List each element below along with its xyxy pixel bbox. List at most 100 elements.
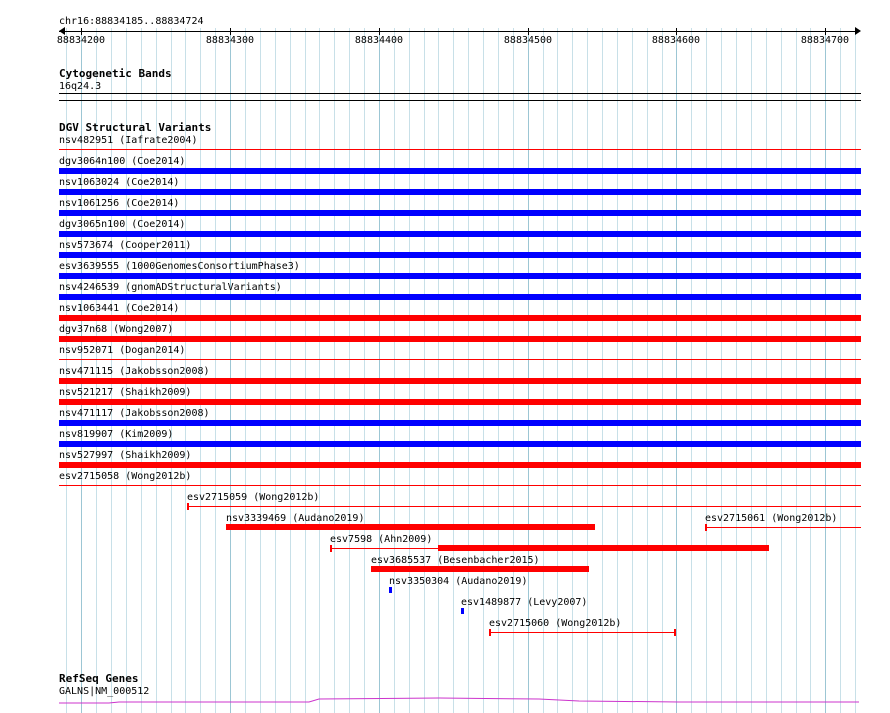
sv-label[interactable]: nsv3339469 (Audano2019) <box>226 513 365 524</box>
grid-line <box>751 28 752 713</box>
sv-feature-bar[interactable] <box>59 441 861 447</box>
grid-line <box>781 28 782 713</box>
sv-feature-bar[interactable] <box>59 399 861 405</box>
refseq-gene-feature[interactable] <box>59 693 862 705</box>
grid-line <box>528 28 529 713</box>
sv-feature-line[interactable] <box>489 632 676 633</box>
sv-label[interactable]: esv3685537 (Besenbacher2015) <box>371 555 540 566</box>
sv-label[interactable]: nsv482951 (Iafrate2004) <box>59 135 198 146</box>
ruler-tick <box>676 28 677 35</box>
grid-line <box>721 28 722 713</box>
sv-label[interactable]: esv7598 (Ahn2009) <box>330 534 433 545</box>
sv-label[interactable]: nsv4246539 (gnomADStructuralVariants) <box>59 282 282 293</box>
sv-label[interactable]: dgv3064n100 (Coe2014) <box>59 156 186 167</box>
sv-label[interactable]: nsv1063441 (Coe2014) <box>59 303 180 314</box>
ruler-right-arrow-icon[interactable] <box>855 27 861 35</box>
sv-label[interactable]: nsv952071 (Dogan2014) <box>59 345 186 356</box>
grid-line <box>379 28 380 713</box>
sv-feature-bar[interactable] <box>59 378 861 384</box>
ruler-tick-label: 88834500 <box>503 35 553 46</box>
sv-feature-bar[interactable] <box>226 524 595 530</box>
sv-label[interactable]: nsv1061256 (Coe2014) <box>59 198 180 209</box>
sv-feature-bar[interactable] <box>59 231 861 237</box>
sv-feature-line[interactable] <box>187 506 861 507</box>
sv-feature-bar[interactable] <box>59 315 861 321</box>
grid-line <box>587 28 588 713</box>
grid-line <box>840 28 841 713</box>
sv-feature-bar[interactable] <box>59 273 861 279</box>
grid-line <box>662 28 663 713</box>
ruler-axis <box>59 31 859 32</box>
grid-line <box>275 28 276 713</box>
sv-label[interactable]: nsv573674 (Cooper2011) <box>59 240 192 251</box>
sv-feature-bar[interactable] <box>59 336 861 342</box>
sv-label[interactable]: esv2715058 (Wong2012b) <box>59 471 192 482</box>
sv-feature-line[interactable] <box>59 359 861 360</box>
sv-label[interactable]: nsv527997 (Shaikh2009) <box>59 450 192 461</box>
sv-label[interactable]: esv1489877 (Levy2007) <box>461 597 588 608</box>
dgv-track-title[interactable]: DGV Structural Variants <box>59 121 212 134</box>
sv-label[interactable]: nsv471115 (Jakobsson2008) <box>59 366 210 377</box>
refseq-track-title[interactable]: RefSeq Genes <box>59 672 139 685</box>
sv-feature-bar[interactable] <box>59 462 861 468</box>
ruler-tick-label: 88834300 <box>205 35 255 46</box>
sv-label[interactable]: esv3639555 (1000GenomesConsortiumPhase3) <box>59 261 300 272</box>
sv-label[interactable]: dgv3065n100 (Coe2014) <box>59 219 186 230</box>
sv-label[interactable]: esv2715059 (Wong2012b) <box>187 492 320 503</box>
grid-line <box>647 28 648 713</box>
ruler-tick <box>825 28 826 35</box>
grid-line <box>81 28 82 713</box>
sv-label[interactable]: nsv3350304 (Audano2019) <box>389 576 528 587</box>
sv-label[interactable]: esv2715061 (Wong2012b) <box>705 513 838 524</box>
grid-line <box>498 28 499 713</box>
sv-label[interactable]: nsv471117 (Jakobsson2008) <box>59 408 210 419</box>
sv-feature-end-cap[interactable] <box>674 629 676 636</box>
ruler-left-arrow-icon[interactable] <box>59 27 65 35</box>
grid-line <box>245 28 246 713</box>
ruler-tick-label: 88834700 <box>800 35 850 46</box>
sv-feature-line[interactable] <box>59 485 861 486</box>
ruler-tick <box>379 28 380 35</box>
sv-feature-bar[interactable] <box>59 189 861 195</box>
grid-line <box>557 28 558 713</box>
sv-feature-line[interactable] <box>59 149 861 150</box>
grid-line <box>305 28 306 713</box>
sv-label[interactable]: nsv521217 (Shaikh2009) <box>59 387 192 398</box>
sv-label[interactable]: esv2715060 (Wong2012b) <box>489 618 622 629</box>
sv-feature-line[interactable] <box>705 527 861 528</box>
grid-line <box>825 28 826 713</box>
sv-feature-bar[interactable] <box>59 420 861 426</box>
sv-feature-bar[interactable] <box>59 252 861 258</box>
sv-feature-bar[interactable] <box>371 566 589 572</box>
cytoband-bar[interactable] <box>59 93 861 94</box>
sv-label[interactable]: dgv37n68 (Wong2007) <box>59 324 174 335</box>
grid-line <box>126 28 127 713</box>
grid-line <box>96 28 97 713</box>
sv-feature-bar[interactable] <box>59 168 861 174</box>
cytobands-track-title[interactable]: Cytogenetic Bands <box>59 67 172 80</box>
grid-line <box>409 28 410 713</box>
sv-feature-bar[interactable] <box>461 608 464 614</box>
sv-feature-bar[interactable] <box>438 545 769 551</box>
grid-line <box>319 28 320 713</box>
grid-line <box>736 28 737 713</box>
ruler-tick-label: 88834600 <box>651 35 701 46</box>
grid-line <box>349 28 350 713</box>
sv-feature-start-cap[interactable] <box>330 545 332 552</box>
sv-feature-bar[interactable] <box>59 294 861 300</box>
sv-feature-start-cap[interactable] <box>489 629 491 636</box>
grid-line <box>796 28 797 713</box>
grid-line <box>632 28 633 713</box>
sv-feature-bar[interactable] <box>389 587 392 593</box>
cytoband-label[interactable]: 16q24.3 <box>59 81 102 92</box>
sv-feature-start-cap[interactable] <box>705 524 707 531</box>
sv-feature-bar[interactable] <box>59 210 861 216</box>
grid-line <box>66 28 67 713</box>
sv-label[interactable]: nsv819907 (Kim2009) <box>59 429 174 440</box>
grid-line <box>453 28 454 713</box>
refseq-gene-label[interactable]: GALNS|NM_000512 <box>59 686 150 697</box>
sv-label[interactable]: nsv1063024 (Coe2014) <box>59 177 180 188</box>
sv-feature-start-cap[interactable] <box>187 503 189 510</box>
ruler-tick <box>230 28 231 35</box>
